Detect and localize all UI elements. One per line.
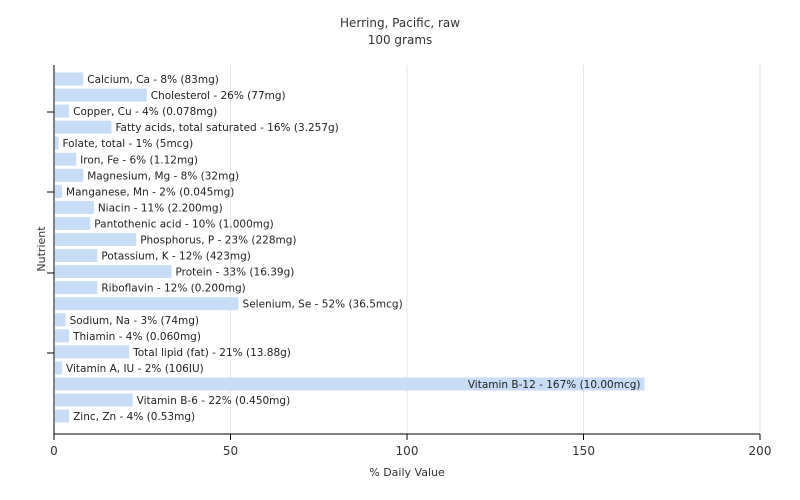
- x-tick-label: 150: [572, 444, 595, 458]
- bar-data-label: Niacin - 11% (2.200mg): [98, 202, 223, 214]
- bar: [55, 409, 70, 423]
- chart-subtitle: 100 grams: [368, 33, 433, 47]
- bar: [55, 377, 645, 391]
- x-axis-ticks: 0 50 100 150 200: [50, 434, 771, 458]
- bar: [55, 216, 91, 230]
- bar: [55, 345, 130, 359]
- bar-data-label: Zinc, Zn - 4% (0.53mg): [73, 411, 195, 423]
- bar: [55, 281, 98, 295]
- bar-data-label: Folate, total - 1% (5mcg): [63, 138, 194, 150]
- bar-data-label: Riboflavin - 12% (0.200mg): [101, 283, 245, 295]
- bar-data-label: Thiamin - 4% (0.060mg): [72, 331, 201, 343]
- gridlines: [230, 65, 761, 434]
- bar-data-label: Phosphorus, P - 23% (228mg): [140, 235, 296, 247]
- bar-data-label: Vitamin A, IU - 2% (106IU): [66, 363, 204, 375]
- bar-data-label: Fatty acids, total saturated - 16% (3.25…: [115, 122, 338, 134]
- bar: [55, 88, 147, 102]
- bar-data-label: Copper, Cu - 4% (0.078mg): [73, 106, 217, 118]
- bar-data-label: Magnesium, Mg - 8% (32mg): [87, 170, 239, 182]
- bar-data-label: Manganese, Mn - 2% (0.045mg): [66, 186, 234, 198]
- bar: [55, 104, 70, 118]
- bars-group: Calcium, Ca - 8% (83mg) Cholesterol - 26%…: [55, 72, 645, 423]
- bar-data-label: Selenium, Se - 52% (36.5mcg): [243, 299, 403, 311]
- y-axis-label: Nutrient: [35, 226, 48, 272]
- x-tick-label: 100: [396, 444, 419, 458]
- bar: [55, 152, 77, 166]
- bar-data-label: Protein - 33% (16.39g): [175, 267, 294, 279]
- bar: [55, 249, 98, 263]
- bar: [55, 297, 239, 311]
- x-axis-label: % Daily Value: [369, 466, 445, 479]
- bar: [55, 136, 59, 150]
- bar: [55, 233, 137, 246]
- x-tick-label: 0: [50, 444, 58, 458]
- bar: [55, 313, 66, 327]
- bar: [55, 361, 63, 375]
- x-tick-label: 50: [223, 444, 238, 458]
- bar: [55, 120, 112, 134]
- chart-title: Herring, Pacific, raw: [340, 16, 460, 30]
- bar-data-label: Sodium, Na - 3% (74mg): [70, 315, 199, 327]
- bar-data-label: Iron, Fe - 6% (1.12mg): [80, 154, 198, 166]
- bar-data-label: Total lipid (fat) - 21% (13.88g): [132, 347, 291, 359]
- bar-data-label: Calcium, Ca - 8% (83mg): [87, 74, 219, 86]
- bar: [55, 184, 63, 198]
- bar: [55, 168, 84, 182]
- x-tick-label: 200: [749, 444, 772, 458]
- bar-data-label: Pantothenic acid - 10% (1.000mg): [94, 218, 273, 230]
- bar: [55, 72, 84, 86]
- bar-data-label: Potassium, K - 12% (423mg): [101, 251, 251, 263]
- bar: [55, 200, 94, 214]
- bar: [55, 329, 70, 343]
- bar: [55, 265, 172, 279]
- bar-data-label: Vitamin B-6 - 22% (0.450mg): [137, 395, 291, 407]
- bar-data-label: Vitamin B-12 - 167% (10.00mcg): [468, 379, 641, 391]
- bar: [55, 393, 133, 407]
- bar-data-label: Cholesterol - 26% (77mg): [151, 90, 286, 102]
